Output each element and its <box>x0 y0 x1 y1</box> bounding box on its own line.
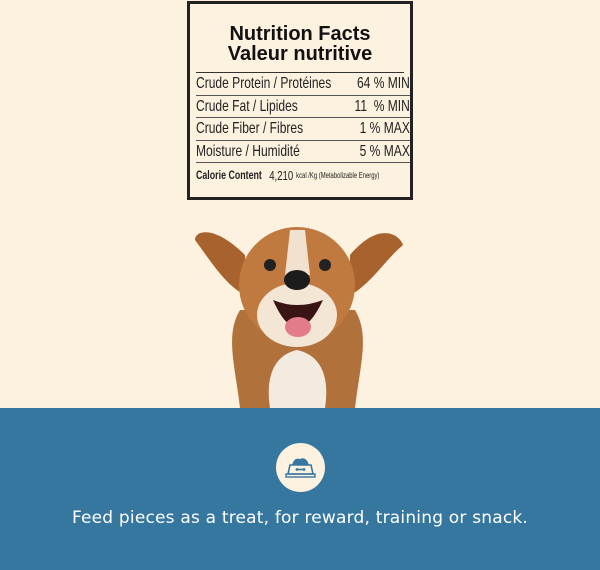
nutrition-row: Crude Fiber / Fibres 1 % MAX <box>196 118 410 141</box>
row-label: Crude Protein / Protéines <box>196 75 332 92</box>
nutrition-title-en: Nutrition Facts <box>229 23 371 45</box>
calorie-label: Calorie Content <box>196 168 262 182</box>
nutrition-title-fr: Valeur nutritive <box>227 43 373 65</box>
row-label: Crude Fat / Lipides <box>196 97 298 115</box>
row-label: Moisture / Humidité <box>196 142 300 160</box>
row-label: Crude Fiber / Fibres <box>196 120 304 137</box>
nutrition-row: Moisture / Humidité 5 % MAX <box>196 141 410 163</box>
row-value: 11 % MIN <box>354 97 410 115</box>
divider <box>196 72 404 73</box>
calorie-unit: kcal /Kg (Metabolizable Energy) <box>296 170 380 180</box>
row-value: 5 % MAX <box>359 142 410 160</box>
row-value: 64 % MIN <box>356 75 410 92</box>
calorie-content: Calorie Content 4,210 kcal /Kg (Metaboli… <box>196 163 410 187</box>
puppy-image <box>195 227 403 408</box>
dog-food-bowl-icon <box>276 443 325 492</box>
nutrition-facts-label: Nutrition Facts Valeur nutritive Crude P… <box>187 1 413 200</box>
nutrition-row: Crude Protein / Protéines 64 % MIN <box>196 73 410 96</box>
calorie-value: 4,210 <box>269 167 294 183</box>
nutrition-row: Crude Fat / Lipides 11 % MIN <box>196 96 410 118</box>
row-value: 1 % MAX <box>359 120 410 137</box>
feeding-caption: Feed pieces as a treat, for reward, trai… <box>71 508 529 528</box>
